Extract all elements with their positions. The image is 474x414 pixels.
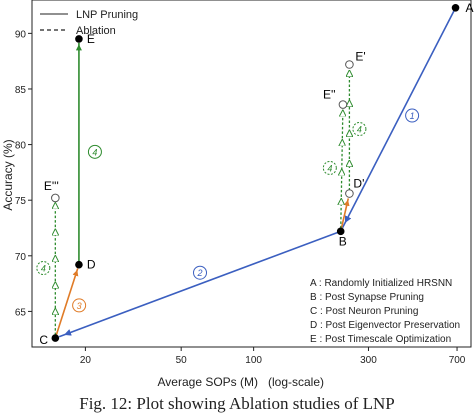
legend-label-lnp: LNP Pruning [76, 9, 138, 21]
step-label-D'-E': 4 [357, 125, 362, 135]
annotation-b: B : Post Synapse Pruning [310, 292, 424, 303]
x-tick-label-50: 50 [176, 355, 188, 366]
point-E'' [339, 101, 347, 109]
point-label-D': D' [353, 177, 364, 191]
y-tick-label-80: 80 [15, 141, 27, 152]
legend: LNP Pruning Ablation [40, 9, 138, 37]
y-tick-label-75: 75 [15, 196, 27, 207]
y-tick-label-70: 70 [15, 252, 27, 263]
y-axis-label: Accuracy (%) [1, 139, 15, 210]
point-label-A: A [466, 1, 474, 15]
annotation-box: A : Randomly Initialized HRSNN B : Post … [310, 278, 460, 345]
x-tick-label-20: 20 [80, 355, 92, 366]
step-label-B-C: 2 [197, 268, 203, 278]
step-label-C-D: 3 [77, 301, 82, 311]
figure-caption: Fig. 12: Plot showing Ablation studies o… [0, 394, 474, 414]
point-label-D: D [87, 258, 96, 272]
point-D [75, 261, 83, 269]
step-label-A-B: 1 [410, 111, 415, 121]
point-label-C: C [39, 333, 48, 347]
legend-label-ablation: Ablation [76, 25, 116, 37]
point-label-E''': E''' [44, 179, 59, 193]
x-tick-label-700: 700 [449, 355, 466, 366]
point-E''' [52, 194, 60, 202]
x-tick-label-300: 300 [360, 355, 377, 366]
x-tick-label-100: 100 [245, 355, 262, 366]
step-label-D-E: 4 [92, 147, 97, 157]
y-tick-label-90: 90 [15, 29, 27, 40]
annotation-d: D : Post Eigenvector Preservation [310, 320, 460, 331]
point-D' [346, 190, 354, 198]
y-tick-label-65: 65 [15, 307, 27, 318]
point-E' [346, 61, 354, 69]
segment-B-to-E'' [341, 110, 343, 229]
x-scale-note: (log-scale) [268, 375, 324, 389]
point-C [52, 334, 60, 342]
segment-B-to-C [59, 232, 338, 336]
annotation-a: A : Randomly Initialized HRSNN [310, 278, 452, 289]
segment-A-to-B [343, 10, 455, 227]
x-axis-label: Average SOPs (M) [158, 375, 258, 389]
step-label-C-E''': 4 [41, 264, 46, 274]
point-label-B: B [339, 234, 347, 248]
annotation-c: C : Post Neuron Pruning [310, 306, 418, 317]
annotation-e: E : Post Timescale Optimization [310, 334, 451, 345]
point-A [452, 4, 460, 12]
point-label-E': E' [355, 50, 365, 64]
y-tick-label-85: 85 [15, 85, 27, 96]
step-label-B-E'': 4 [327, 163, 332, 173]
point-label-E'': E'' [323, 88, 336, 102]
